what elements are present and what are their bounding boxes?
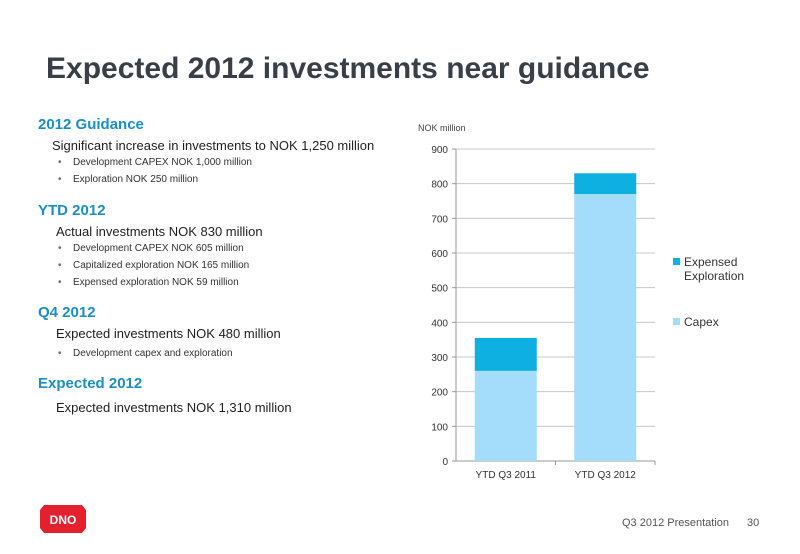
section-subheading: Actual investments NOK 830 million [56, 224, 263, 239]
bar-expensed-exploration [574, 173, 637, 195]
dno-logo: DNO [40, 505, 86, 533]
y-tick-label: 300 [431, 353, 448, 364]
bar-capex [474, 370, 537, 461]
section-subheading: Expected investments NOK 480 million [56, 326, 281, 341]
x-tick-label: YTD Q3 2011 [476, 470, 537, 481]
y-tick-label: 100 [431, 422, 448, 433]
y-tick-label: 400 [431, 318, 448, 329]
legend-label: Capex [684, 315, 719, 329]
y-tick-label: 900 [431, 145, 448, 156]
y-tick-label: 200 [431, 388, 448, 399]
y-tick-label: 800 [431, 180, 448, 191]
bullet-item: Capitalized exploration NOK 165 million [58, 260, 249, 271]
footer-label: Q3 2012 Presentation [622, 517, 730, 529]
y-axis-label: NOK million [418, 123, 466, 133]
section-heading: Expected 2012 [38, 375, 143, 392]
slide-title: Expected 2012 investments near guidance [46, 52, 650, 85]
page-number: 30 [747, 517, 760, 529]
y-tick-label: 600 [431, 249, 448, 260]
bar-expensed-exploration [474, 337, 537, 371]
section-heading: Q4 2012 [38, 304, 96, 321]
bar-capex [574, 194, 637, 462]
logo-text: DNO [50, 513, 77, 527]
section-subheading: Expected investments NOK 1,310 million [56, 400, 292, 415]
legend-swatch [673, 318, 680, 325]
bullet-item: Expensed exploration NOK 59 million [58, 277, 239, 288]
bullet-item: Development CAPEX NOK 1,000 million [58, 157, 252, 168]
bullet-item: Exploration NOK 250 million [58, 174, 198, 185]
bullet-item: Development capex and exploration [58, 348, 233, 359]
y-tick-label: 700 [431, 214, 448, 225]
x-tick-label: YTD Q3 2012 [575, 470, 637, 481]
section-heading: 2012 Guidance [38, 116, 144, 133]
section-subheading: Significant increase in investments to N… [52, 138, 375, 153]
legend-label: Expensed Exploration [684, 255, 744, 283]
section-heading: YTD 2012 [38, 202, 106, 219]
bullet-item: Development CAPEX NOK 605 million [58, 243, 244, 254]
y-tick-label: 0 [442, 457, 448, 468]
y-tick-label: 500 [431, 284, 448, 295]
legend-swatch [673, 258, 680, 265]
